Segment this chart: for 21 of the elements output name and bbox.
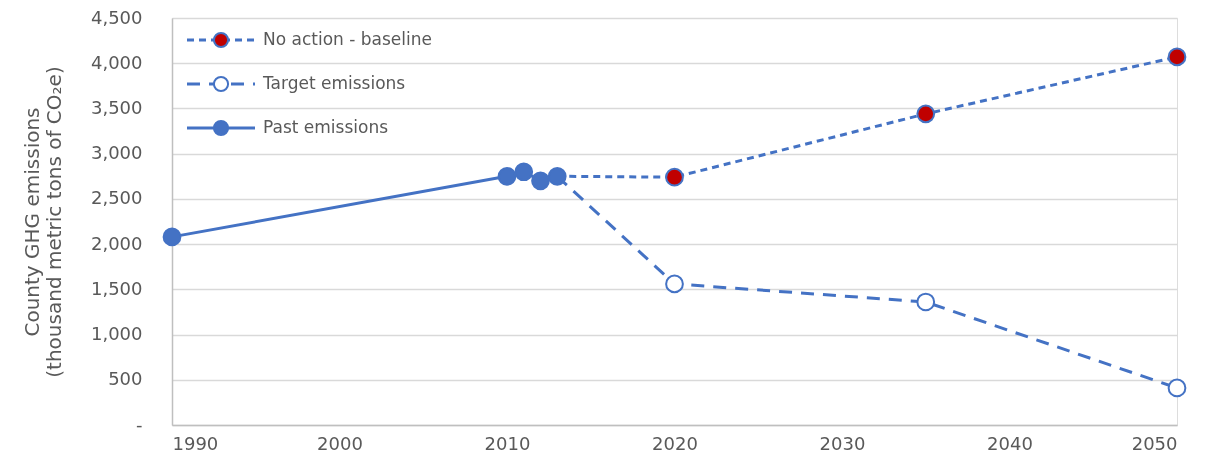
x-tick-label: 2010 (484, 432, 531, 454)
y-tick-label: - (136, 413, 143, 435)
x-tick-label: 1990 (172, 432, 219, 454)
y-tick-label: 500 (108, 368, 143, 390)
y-tick-label: 1,500 (90, 277, 143, 299)
y-tick-label: 4,500 (90, 6, 143, 28)
x-tick-label: 2030 (819, 432, 866, 454)
x-tick-label: 2050 (1131, 432, 1178, 454)
y-tick-label: 3,500 (90, 96, 143, 118)
x-tick-label: 2020 (652, 432, 698, 454)
y-tick-label: 1,000 (90, 323, 143, 345)
y-tick-label: 2,500 (90, 187, 143, 209)
legend-label: Target emissions (262, 73, 406, 93)
x-tick-label: 2000 (317, 432, 363, 454)
legend-label: No action - baseline (263, 29, 432, 49)
y-axis-title: County GHG emissions (thousand metric tons of CO₂e) (19, 66, 66, 378)
y-tick-label: 3,000 (90, 142, 143, 164)
y-tick-label: 4,000 (90, 51, 143, 73)
legend-label: Past emissions (263, 117, 389, 137)
x-tick-label: 2040 (987, 432, 1033, 454)
y-tick-label: 2,000 (90, 232, 143, 254)
